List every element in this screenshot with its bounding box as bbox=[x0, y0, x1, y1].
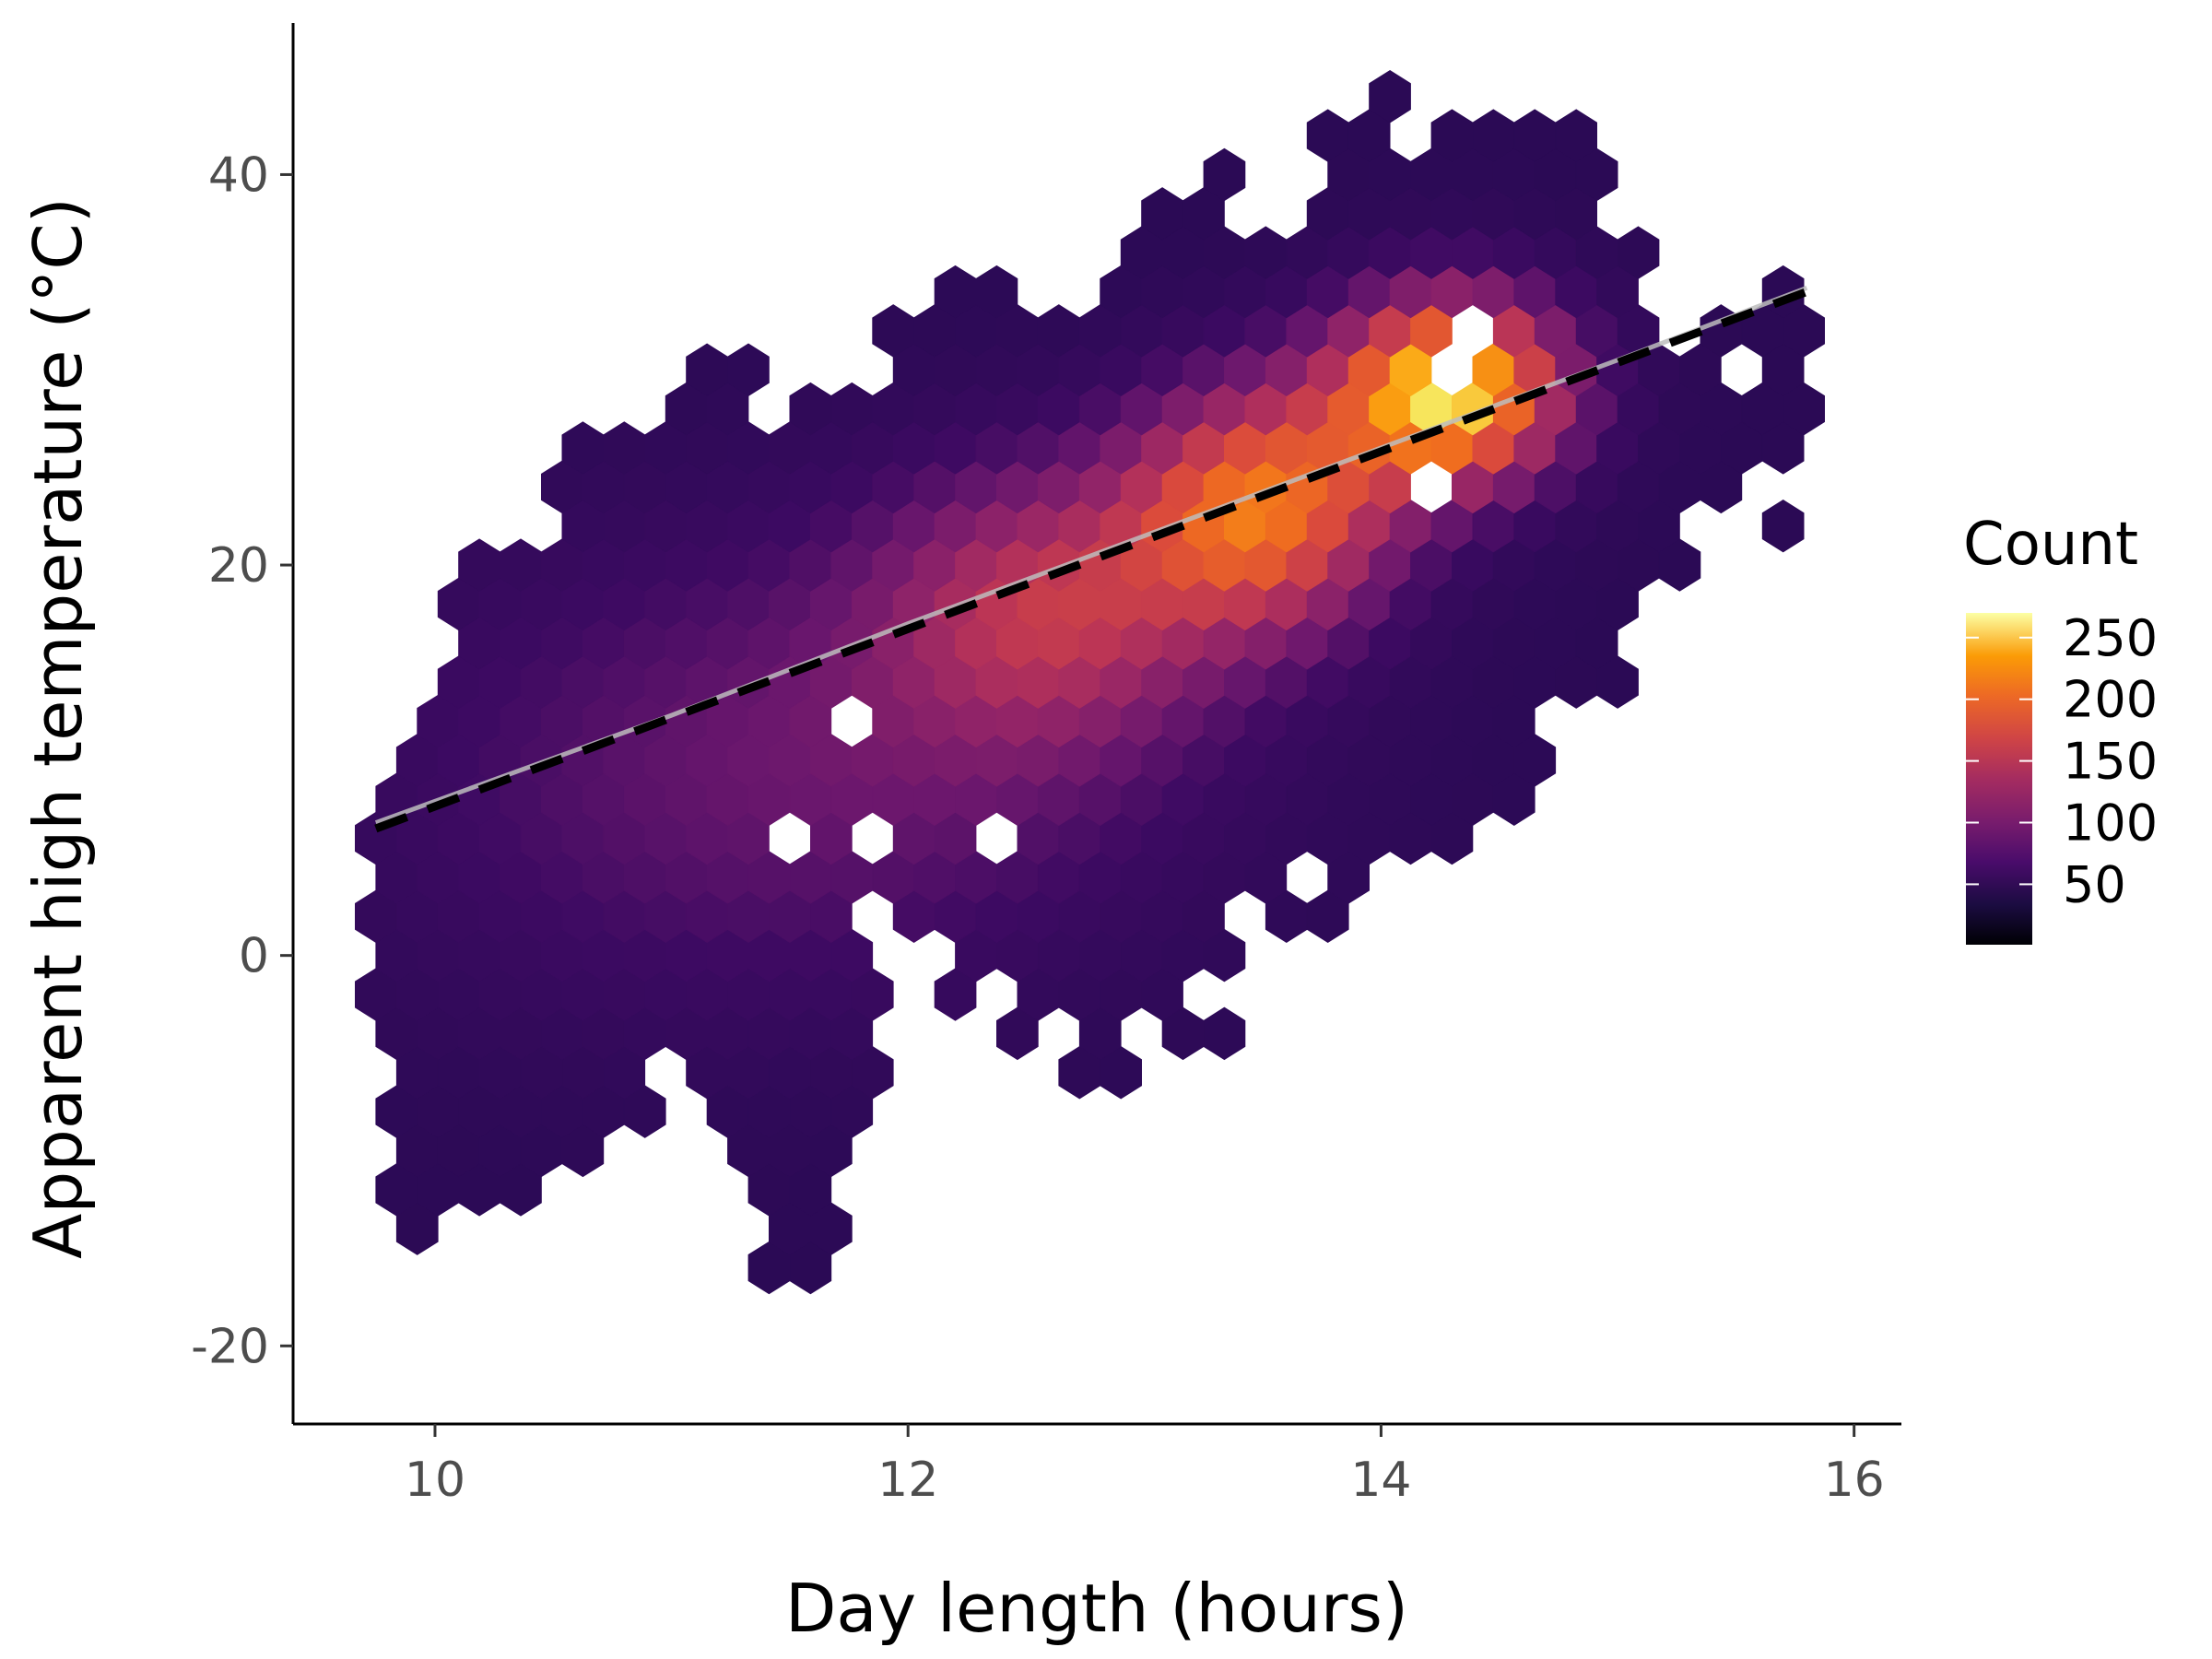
legend-tick-label: 200 bbox=[2063, 671, 2158, 729]
x-axis-title: Day length (hours) bbox=[785, 1570, 1408, 1647]
hexbin-cell bbox=[1369, 70, 1411, 124]
y-axis-title: Apparent high temperature (°C) bbox=[19, 197, 97, 1259]
x-tick-label: 10 bbox=[405, 1453, 465, 1508]
linear-trend-line bbox=[374, 288, 1808, 833]
legend-tick-label: 250 bbox=[2063, 609, 2158, 667]
x-tick-label: 16 bbox=[1824, 1453, 1885, 1508]
x-tick-label: 12 bbox=[877, 1453, 938, 1508]
hexbin-cell bbox=[1203, 1006, 1246, 1061]
axes bbox=[291, 23, 1901, 1426]
hexbin-cells bbox=[354, 70, 1825, 1295]
x-axis-ticks: 10 12 14 16 bbox=[405, 1424, 1885, 1508]
y-tick-label: 40 bbox=[208, 147, 269, 203]
legend-tick-label: 150 bbox=[2063, 733, 2158, 791]
legend-tick-label: 100 bbox=[2063, 794, 2158, 853]
hexbin-cell bbox=[1203, 147, 1246, 202]
hexbin-cell bbox=[727, 343, 770, 396]
legend-tick-label: 50 bbox=[2063, 855, 2126, 913]
legend-colorbar bbox=[1966, 613, 2032, 945]
hexbin-cell bbox=[1555, 109, 1597, 162]
hexbin-cell bbox=[1761, 500, 1805, 553]
smooth-trend-line bbox=[374, 285, 1808, 825]
y-tick-label: 0 bbox=[239, 929, 269, 984]
trend-lines bbox=[374, 285, 1808, 833]
y-tick-label: 20 bbox=[208, 538, 269, 594]
y-tick-label: -20 bbox=[191, 1319, 269, 1374]
x-tick-label: 14 bbox=[1350, 1453, 1411, 1508]
hexbin-cell bbox=[1761, 265, 1805, 319]
y-axis-ticks: -20 0 20 40 bbox=[191, 147, 293, 1374]
hexbin-cell bbox=[975, 265, 1018, 319]
legend-title: Count bbox=[1963, 511, 2138, 579]
hexbin-cell bbox=[1617, 226, 1660, 279]
